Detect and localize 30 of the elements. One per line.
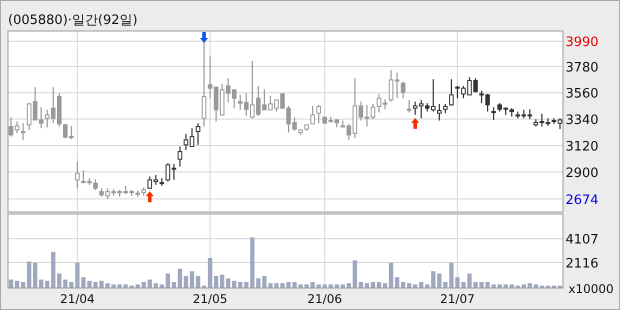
y-tick-label: 3340 bbox=[565, 113, 599, 128]
candlestick bbox=[196, 122, 200, 146]
chart-title: (005880)·일간(92일) bbox=[8, 13, 138, 28]
x-tick-label: 21/07 bbox=[440, 292, 475, 306]
candlestick bbox=[406, 99, 412, 114]
bar bbox=[388, 262, 394, 288]
x-tick-label: 21/06 bbox=[307, 292, 342, 306]
y-tick-label: 3990 bbox=[565, 35, 599, 50]
candlestick bbox=[400, 80, 406, 99]
candlestick bbox=[75, 160, 80, 189]
y-axis-title: x10000 bbox=[568, 282, 614, 296]
y-tick-label: 3780 bbox=[565, 60, 599, 76]
candlestick bbox=[443, 103, 448, 114]
candlestick bbox=[449, 78, 454, 107]
y-tick-label: 3560 bbox=[565, 86, 599, 102]
candlestick bbox=[178, 146, 182, 168]
y-tick-label: 2116 bbox=[565, 256, 599, 272]
y-tick-label: 2900 bbox=[565, 166, 599, 181]
y-tick-label: 2674 bbox=[565, 192, 599, 208]
bar bbox=[190, 271, 194, 288]
candlestick bbox=[310, 105, 315, 124]
candlestick bbox=[491, 106, 496, 121]
x-tick-label: 21/05 bbox=[192, 292, 228, 306]
y-tick-label: 3120 bbox=[565, 139, 599, 154]
y-tick-label: 4107 bbox=[565, 232, 599, 248]
candlestick bbox=[160, 178, 164, 186]
candlestick bbox=[20, 122, 26, 140]
bar bbox=[178, 268, 182, 288]
x-tick-label: 21/04 bbox=[60, 292, 95, 306]
candlestick bbox=[316, 104, 321, 124]
